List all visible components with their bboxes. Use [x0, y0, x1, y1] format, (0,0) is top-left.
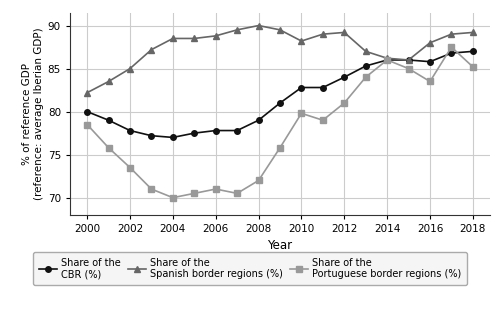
Share of the
Portuguese border regions (%) [127, 166, 133, 169]
Share of the
Portuguese border regions (%) [148, 187, 154, 191]
Share of the
Portuguese border regions (%) [320, 118, 326, 122]
Share of the
CBR (%) [148, 134, 154, 137]
Share of the
Spanish border regions (%) [406, 58, 411, 62]
Legend: Share of the
CBR (%), Share of the
Spanish border regions (%), Share of the
Port: Share of the CBR (%), Share of the Spani… [34, 252, 467, 285]
Share of the
Spanish border regions (%) [106, 80, 112, 83]
Share of the
Portuguese border regions (%) [448, 45, 454, 49]
Share of the
Spanish border regions (%) [427, 41, 433, 45]
Share of the
Spanish border regions (%) [277, 28, 283, 32]
Share of the
CBR (%) [127, 129, 133, 132]
Share of the
CBR (%) [256, 118, 262, 122]
Share of the
Portuguese border regions (%) [406, 67, 411, 70]
Share of the
Portuguese border regions (%) [170, 196, 176, 200]
Share of the
Spanish border regions (%) [127, 67, 133, 70]
Share of the
CBR (%) [84, 110, 90, 113]
Share of the
Portuguese border regions (%) [427, 80, 433, 83]
Share of the
CBR (%) [384, 58, 390, 62]
Share of the
Portuguese border regions (%) [470, 65, 476, 69]
Share of the
Portuguese border regions (%) [212, 187, 218, 191]
Share of the
CBR (%) [448, 51, 454, 55]
Share of the
CBR (%) [212, 129, 218, 132]
Share of the
CBR (%) [170, 136, 176, 139]
Share of the
Spanish border regions (%) [384, 56, 390, 60]
Share of the
Spanish border regions (%) [362, 50, 368, 53]
Share of the
CBR (%) [234, 129, 240, 132]
Share of the
Portuguese border regions (%) [192, 191, 198, 195]
Share of the
Spanish border regions (%) [84, 91, 90, 94]
Share of the
Spanish border regions (%) [256, 24, 262, 27]
Share of the
Portuguese border regions (%) [84, 123, 90, 126]
Share of the
Portuguese border regions (%) [256, 179, 262, 182]
Share of the
Spanish border regions (%) [170, 37, 176, 40]
Line: Share of the
Spanish border regions (%): Share of the Spanish border regions (%) [84, 22, 476, 96]
Share of the
Spanish border regions (%) [212, 34, 218, 38]
Line: Share of the
CBR (%): Share of the CBR (%) [84, 49, 475, 140]
Share of the
CBR (%) [192, 131, 198, 135]
Share of the
Portuguese border regions (%) [234, 191, 240, 195]
Share of the
Spanish border regions (%) [234, 28, 240, 32]
Share of the
Spanish border regions (%) [192, 37, 198, 40]
Share of the
CBR (%) [277, 101, 283, 105]
Share of the
CBR (%) [320, 86, 326, 89]
Share of the
CBR (%) [362, 64, 368, 68]
Share of the
Portuguese border regions (%) [342, 101, 347, 105]
Share of the
CBR (%) [106, 118, 112, 122]
Share of the
Portuguese border regions (%) [106, 146, 112, 150]
Share of the
Portuguese border regions (%) [277, 146, 283, 150]
Share of the
Spanish border regions (%) [148, 48, 154, 52]
Share of the
CBR (%) [298, 86, 304, 89]
Line: Share of the
Portuguese border regions (%): Share of the Portuguese border regions (… [84, 44, 475, 200]
Share of the
Spanish border regions (%) [448, 32, 454, 36]
Share of the
Portuguese border regions (%) [384, 58, 390, 62]
Share of the
Portuguese border regions (%) [298, 112, 304, 115]
X-axis label: Year: Year [268, 240, 292, 252]
Share of the
Spanish border regions (%) [342, 31, 347, 34]
Share of the
CBR (%) [406, 58, 411, 62]
Share of the
Spanish border regions (%) [470, 31, 476, 34]
Share of the
CBR (%) [470, 50, 476, 53]
Share of the
Spanish border regions (%) [298, 39, 304, 43]
Share of the
Portuguese border regions (%) [362, 75, 368, 79]
Share of the
CBR (%) [342, 75, 347, 79]
Share of the
CBR (%) [427, 60, 433, 64]
Share of the
Spanish border regions (%) [320, 32, 326, 36]
Y-axis label: % of reference GDP
(reference: average Iberian GDP): % of reference GDP (reference: average I… [22, 27, 44, 200]
